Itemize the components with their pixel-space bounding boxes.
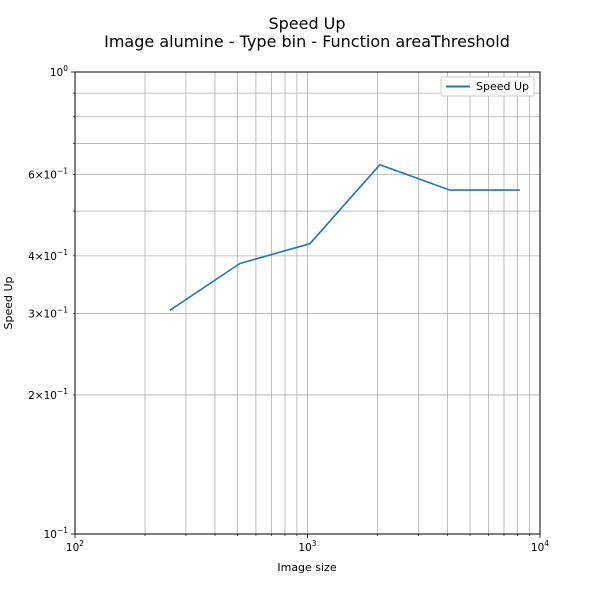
x-tick-label: 104 bbox=[531, 539, 549, 554]
y-tick-label: 2×10−1 bbox=[28, 387, 68, 402]
y-axis-label: Speed Up bbox=[2, 276, 15, 329]
legend-box bbox=[440, 76, 535, 97]
y-tick-label: 6×10−1 bbox=[28, 166, 68, 181]
axis-ticks: 102 103 104 10−1 100 2×10−1 3×10−1 4×10−1 6×10−1 bbox=[28, 64, 549, 554]
grid-lines bbox=[74, 71, 541, 535]
series-layer bbox=[169, 163, 520, 311]
legend: Speed Up bbox=[440, 76, 535, 97]
chart-title: Speed Up bbox=[268, 14, 345, 33]
x-tick-label: 102 bbox=[66, 539, 84, 554]
y-tick-label: 10−1 bbox=[44, 526, 69, 541]
chart-subtitle: Image alumine - Type bin - Function area… bbox=[104, 32, 510, 51]
x-tick-label: 103 bbox=[298, 539, 316, 554]
legend-label-speed-up: Speed Up bbox=[476, 80, 529, 93]
y-tick-label: 100 bbox=[50, 64, 68, 79]
y-tick-label: 4×10−1 bbox=[28, 248, 68, 263]
series-line-speed-up bbox=[169, 163, 520, 311]
y-tick-label: 3×10−1 bbox=[28, 306, 68, 321]
x-axis-label: Image size bbox=[277, 561, 337, 574]
